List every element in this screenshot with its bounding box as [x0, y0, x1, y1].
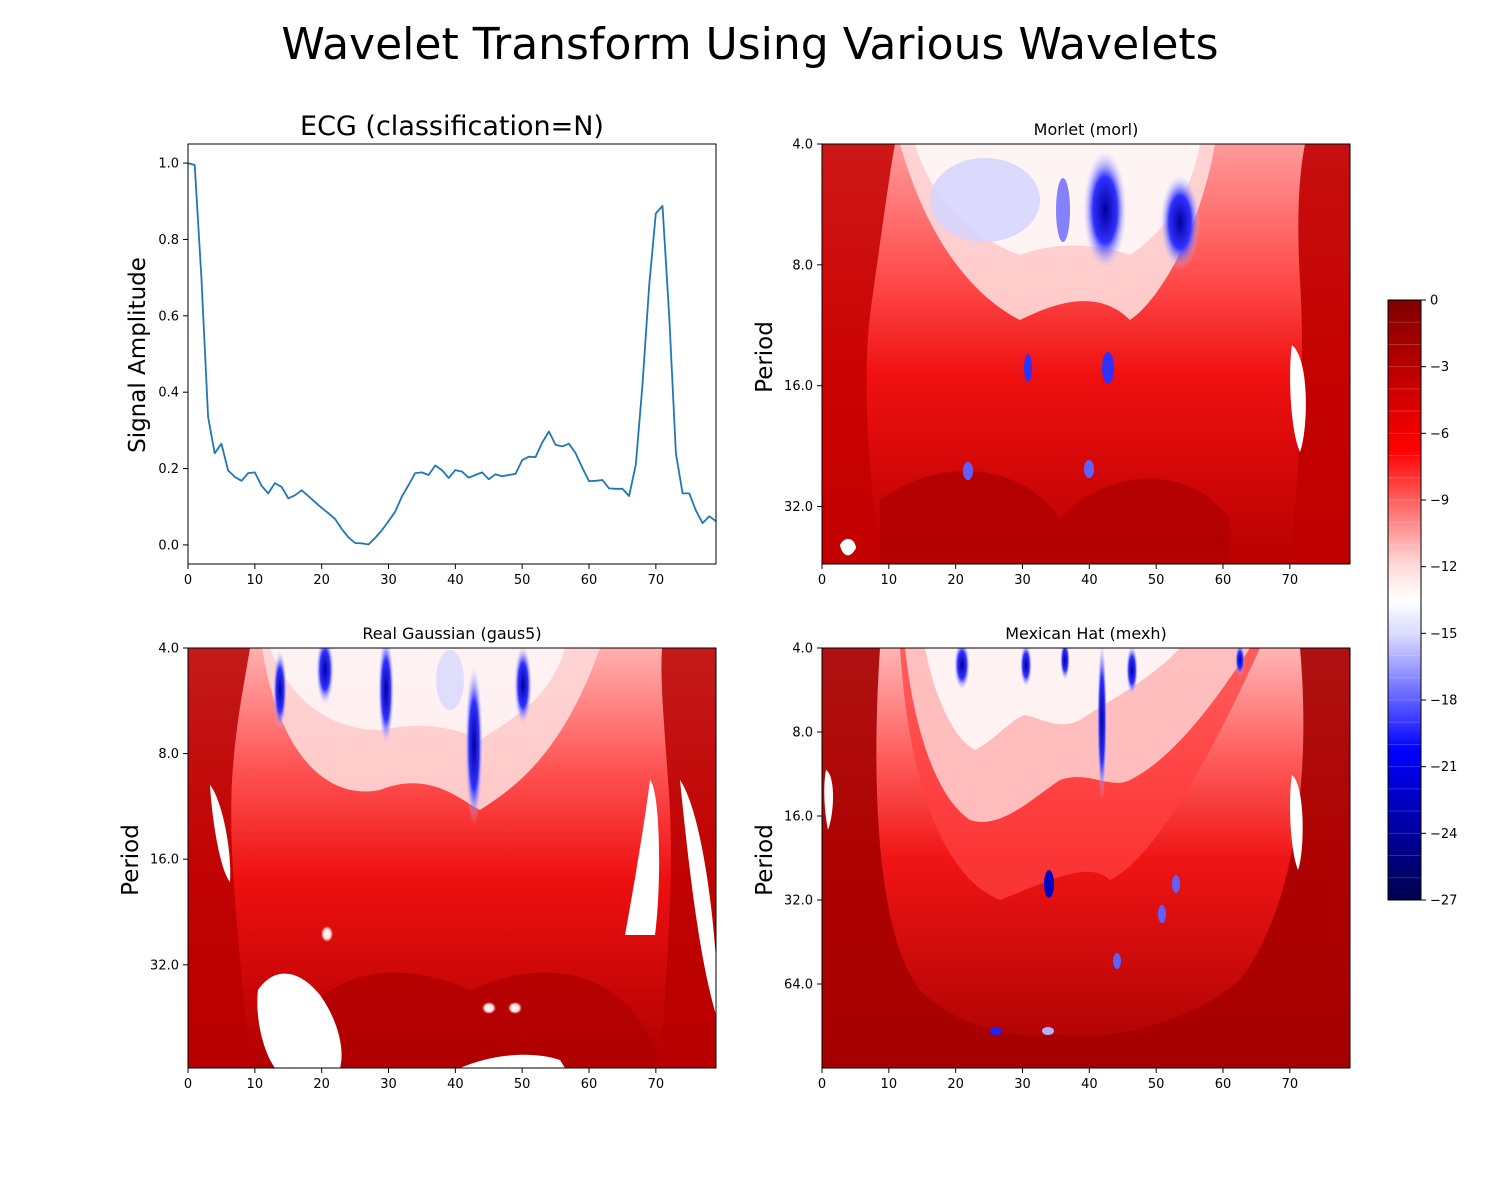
colorbar-tick-label: −3	[1430, 360, 1449, 375]
colorbar-tick-label: −9	[1430, 494, 1449, 509]
mexh-heatmap	[822, 648, 1350, 1068]
mexh-xtick-label: 40	[1081, 1077, 1098, 1092]
gauss-xtick-label: 10	[247, 1077, 264, 1092]
mexh-xtick-label: 50	[1148, 1077, 1165, 1092]
gauss-xtick-label: 20	[313, 1077, 330, 1092]
ecg-xtick-label: 30	[380, 573, 397, 588]
colorbar-level-bands	[1388, 321, 1421, 879]
morlet-xtick-label: 50	[1148, 573, 1165, 588]
colorbar-axis: 0 −3 −6 −9 −12 −15 −18 −21 −24 −27	[1421, 294, 1457, 909]
mexh-ytick-label: 16.0	[784, 810, 813, 825]
morlet-ytick-label: 8.0	[792, 258, 813, 273]
colorbar-tick-label: −6	[1430, 427, 1449, 442]
ecg-panel: ECG (classification=N) Signal Amplitude …	[125, 111, 717, 588]
gauss-xtick-label: 30	[380, 1077, 397, 1092]
colorbar-tick-label: −24	[1430, 827, 1457, 842]
colorbar-frame	[1387, 299, 1422, 901]
mexh-xtick-label: 30	[1014, 1077, 1031, 1092]
ecg-axes-frame	[187, 143, 717, 565]
gauss-x-axis: 0 10 20 30 40 50 60 70	[184, 1068, 664, 1092]
ecg-xtick-label: 60	[581, 573, 598, 588]
gauss-ytick-label: 4.0	[158, 642, 179, 657]
ecg-xtick-label: 0	[184, 573, 192, 588]
gauss-xtick-label: 60	[581, 1077, 598, 1092]
ecg-ytick-label: 1.0	[158, 157, 179, 172]
ecg-ytick-label: 0.8	[158, 233, 179, 248]
morlet-ytick-label: 16.0	[784, 379, 813, 394]
ecg-series-line	[187, 162, 717, 546]
colorbar-gradient	[1388, 300, 1421, 900]
morlet-xtick-label: 30	[1014, 573, 1031, 588]
ecg-ytick-label: 0.2	[158, 462, 179, 477]
gauss-ytick-label: 16.0	[150, 853, 179, 868]
morlet-xtick-label: 70	[1282, 573, 1299, 588]
gauss-xtick-label: 0	[184, 1077, 192, 1092]
mexh-ytick-label: 64.0	[784, 978, 813, 993]
morlet-xtick-label: 0	[818, 573, 826, 588]
gauss-y-axis: 4.0 8.0 16.0 32.0	[150, 642, 188, 973]
ecg-ytick-label: 0.0	[158, 538, 179, 553]
colorbar-tick-label: −18	[1430, 694, 1457, 709]
ecg-xtick-label: 50	[514, 573, 531, 588]
ecg-xtick-label: 20	[313, 573, 330, 588]
morlet-xtick-label: 10	[881, 573, 898, 588]
ecg-title: ECG (classification=N)	[300, 111, 604, 142]
mexh-axes-frame	[821, 647, 1351, 1069]
ecg-y-axis: 0.0 0.2 0.4 0.6 0.8 1.0	[158, 157, 188, 553]
morlet-ylabel: Period	[752, 321, 778, 393]
gauss-ytick-label: 32.0	[150, 958, 179, 973]
mexh-ylabel: Period	[752, 824, 778, 896]
morlet-x-axis: 0 10 20 30 40 50 60 70	[818, 564, 1298, 588]
mexh-x-axis: 0 10 20 30 40 50 60 70	[818, 1068, 1298, 1092]
gauss-xtick-label: 50	[514, 1077, 531, 1092]
colorbar-tick-label: −21	[1430, 760, 1457, 775]
ecg-x-axis: 0 10 20 30 40 50 60 70	[184, 564, 664, 588]
mexh-xtick-label: 70	[1282, 1077, 1299, 1092]
mexh-xtick-label: 60	[1215, 1077, 1232, 1092]
gauss-panel: Real Gaussian (gaus5) Period 0 10 20 30 4	[118, 624, 717, 1092]
colorbar: 0 −3 −6 −9 −12 −15 −18 −21 −24 −27	[1387, 294, 1457, 909]
colorbar-tick-label: −12	[1430, 560, 1457, 575]
ecg-xtick-label: 10	[247, 573, 264, 588]
gauss-ylabel: Period	[118, 824, 144, 896]
gauss-heatmap	[188, 648, 716, 1068]
mexh-xtick-label: 20	[947, 1077, 964, 1092]
ecg-xtick-label: 70	[648, 573, 665, 588]
colorbar-tick-label: 0	[1430, 294, 1438, 309]
morlet-y-axis: 4.0 8.0 16.0 32.0	[784, 138, 822, 515]
mexh-xtick-label: 10	[881, 1077, 898, 1092]
gauss-ytick-label: 8.0	[158, 747, 179, 762]
morlet-heatmap	[822, 144, 1350, 564]
mexh-y-axis: 4.0 8.0 16.0 32.0 64.0	[784, 642, 822, 993]
gauss-axes-frame	[187, 647, 717, 1069]
ecg-ytick-label: 0.4	[158, 386, 179, 401]
morlet-ytick-label: 4.0	[792, 138, 813, 153]
mexh-ytick-label: 8.0	[792, 726, 813, 741]
mexh-panel: Mexican Hat (mexh) Period 0 10 20 30 40 50 60 7…	[752, 624, 1351, 1092]
morlet-title: Morlet (morl)	[1034, 120, 1139, 139]
mexh-ytick-label: 32.0	[784, 894, 813, 909]
morlet-xtick-label: 40	[1081, 573, 1098, 588]
gauss-xtick-label: 40	[447, 1077, 464, 1092]
gauss-xtick-label: 70	[648, 1077, 665, 1092]
morlet-xtick-label: 20	[947, 573, 964, 588]
morlet-panel: Morlet (morl) Period 0 10 20 30 40 50 60 70 4.0…	[752, 120, 1351, 588]
ecg-xtick-label: 40	[447, 573, 464, 588]
mexh-title: Mexican Hat (mexh)	[1005, 624, 1167, 643]
colorbar-tick-label: −15	[1430, 627, 1457, 642]
morlet-axes-frame	[821, 143, 1351, 565]
morlet-xtick-label: 60	[1215, 573, 1232, 588]
morlet-ytick-label: 32.0	[784, 500, 813, 515]
ecg-ylabel: Signal Amplitude	[125, 257, 151, 453]
ecg-ytick-label: 0.6	[158, 309, 179, 324]
figure-title: Wavelet Transform Using Various Wavelets	[281, 19, 1218, 70]
mexh-ytick-label: 4.0	[792, 642, 813, 657]
mexh-xtick-label: 0	[818, 1077, 826, 1092]
colorbar-tick-label: −27	[1430, 894, 1457, 909]
gauss-title: Real Gaussian (gaus5)	[362, 624, 541, 643]
